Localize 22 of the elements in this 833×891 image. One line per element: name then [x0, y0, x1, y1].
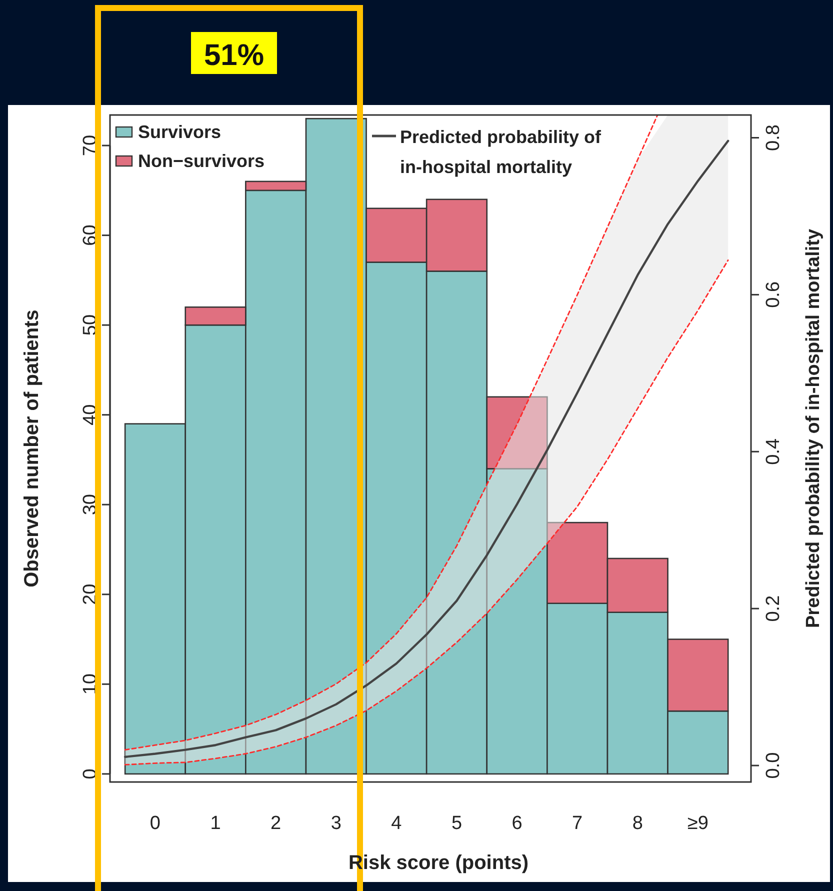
x-tick-label: 2 — [270, 813, 282, 834]
legend-label: Non−survivors — [138, 151, 265, 171]
x-tick-label: 7 — [572, 813, 583, 834]
y-axis-title: Observed number of patients — [21, 310, 43, 588]
x-tick-label: 4 — [391, 813, 402, 834]
legend-label: Predicted probability of in-hospital mortality — [400, 127, 602, 177]
line-series — [124, 259, 729, 766]
x-tick-label: 6 — [512, 813, 522, 834]
x-tick-label: 0 — [150, 813, 161, 834]
y2-tick-label: 0.2 — [763, 595, 784, 622]
y2-axis-title: Predicted probability of in-hospital mortality — [803, 228, 824, 628]
legend-label: Survivors — [138, 122, 222, 142]
x-tick-label: 3 — [330, 813, 342, 834]
x-tick-label: 1 — [210, 813, 221, 834]
text: 51% — [204, 39, 264, 72]
y2-tick-label: 0.4 — [763, 438, 784, 465]
x-tick-label: 5 — [451, 813, 462, 834]
y2-tick-label: 0.6 — [763, 281, 784, 308]
y2-tick-label: 0.8 — [763, 124, 784, 151]
x-tick-label: 8 — [632, 813, 643, 834]
x-tick-label: ≥9 — [687, 813, 708, 834]
y2-tick-label: 0.0 — [763, 752, 784, 779]
